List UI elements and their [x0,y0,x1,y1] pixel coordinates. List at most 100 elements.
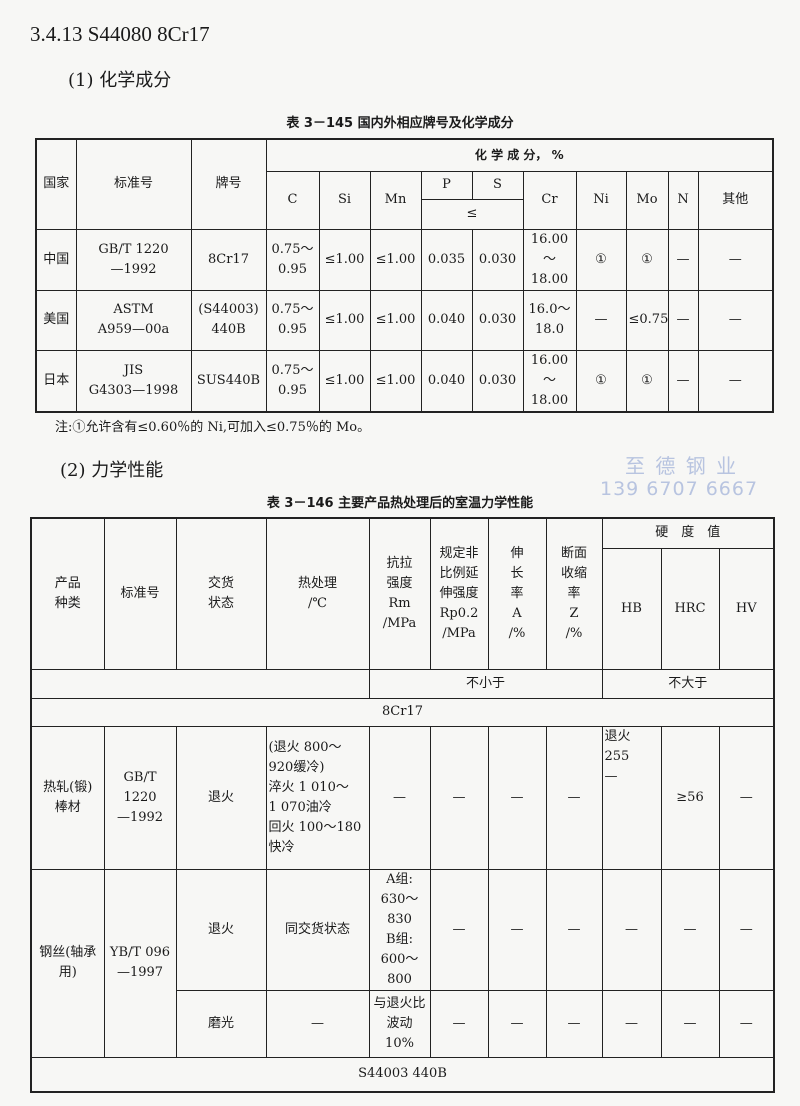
header-standard: 标准号 [75,138,192,230]
header-max: 不大于 [601,668,775,699]
table-cell: — [429,725,489,870]
table-cell: (S44003) 440B [190,289,267,351]
header-hardness: 硬 度 值 [601,517,775,549]
table-cell: ① [575,228,627,291]
header-mo: Mo [625,170,669,230]
table-cell: — [718,868,775,991]
table-cell: 退火 [175,725,267,870]
table-cell: YB/T 096 —1997 [103,868,177,1058]
table-cell: — [545,868,603,991]
table-row: 中国 GB/T 1220 —1992 8Cr17 0.75～ 0.95 ≤1.00 ≤1.… [35,228,774,291]
table-cell: 0.040 [420,289,473,351]
header-rm: 抗拉 强度 Rm /MPa [368,517,431,670]
table2-caption: 表 3－146 主要产品热处理后的室温力学性能 [266,496,534,511]
table-cell: — [265,989,370,1058]
table-cell: A组: 630～830 B组: 600～800 [368,868,431,991]
table-cell: 0.030 [471,228,524,291]
table-cell: — [545,725,603,870]
table-cell: — [429,989,489,1058]
header-product: 产品 种类 [30,517,105,670]
table-cell: — [718,989,775,1058]
table-cell: ≤1.00 [318,289,371,351]
header-heat: 热处理 /℃ [265,517,370,670]
table-cell: ASTM A959—00a [75,289,192,351]
table-cell: — [487,868,547,991]
table-cell: 0.030 [471,349,524,412]
header-cr: Cr [522,170,577,230]
mechanical-properties-table: 产品 种类 标准号 交货 状态 热处理 /℃ 抗拉 强度 Rm /MPa 规定非… [30,517,776,1093]
table-cell: 退火 255 — [601,725,662,870]
table-cell: 磨光 [175,989,267,1058]
table-cell: ≤1.00 [318,228,371,291]
table-cell: (退火 800～ 920缓冷) 淬火 1 010～ 1 070油冷 回火 100… [265,725,370,870]
watermark-phone: 139 6707 6667 [600,478,759,500]
table-cell: 16.00～ 18.00 [522,349,577,412]
table-cell: 与退火比 波动 10% [368,989,431,1058]
table-cell: 同交货状态 [265,868,370,991]
header-a: 伸 长 率 A /% [487,517,547,670]
table-cell: — [601,989,662,1058]
table-cell: ≤1.00 [318,349,371,412]
header-chem: 化 学 成 分， % [265,138,774,172]
table-cell: 0.035 [420,228,473,291]
table-cell: JIS G4303—1998 [75,349,192,412]
chemical-composition-table: 国家 标准号 牌号 化 学 成 分， % C Si Mn P S Cr Ni M… [35,138,775,413]
subsection-chemical: (1) 化学成分 [68,70,172,91]
header-hrc: HRC [660,547,720,670]
table-row: 日本 JIS G4303—1998 SUS440B 0.75～ 0.95 ≤1.00 ≤1… [35,349,774,412]
table-cell: — [429,868,489,991]
table-cell: — [487,725,547,870]
table-cell: 0.040 [420,349,473,412]
table-cell: 0.75～ 0.95 [265,228,320,291]
table-cell: — [667,349,699,412]
table-cell: — [697,228,774,291]
table-row: 钢丝(轴承 用) YB/T 096 —1997 退火 同交货状态 A组: 630～830… [30,868,775,1058]
table-cell: — [487,989,547,1058]
table-cell: 日本 [35,349,77,412]
table-row: 美国 ASTM A959—00a (S44003) 440B 0.75～ 0.95 ≤1… [35,289,774,351]
subsection-mechanical: (2) 力学性能 [60,460,164,481]
table1-caption: 表 3－145 国内外相应牌号及化学成分 [286,116,514,131]
table-cell: 退火 [175,868,267,991]
table-cell: — [368,725,431,870]
header-standard: 标准号 [103,517,177,670]
table-cell: — [718,725,775,870]
header-grade: 牌号 [190,138,267,230]
table-cell: 热轧(锻) 棒材 [30,725,105,870]
table-cell: 0.75～ 0.95 [265,289,320,351]
table-row: 热轧(锻) 棒材 GB/T 1220 —1992 退火 (退火 800～ 920缓冷)… [30,725,775,870]
header-z: 断面 收缩 率 Z /% [545,517,603,670]
table-cell: 中国 [35,228,77,291]
group-s44003: S44003 440B [30,1056,775,1093]
table-row: 磨光 — 与退火比 波动 10% — — — — — — [31,989,775,1058]
table-cell: SUS440B [190,349,267,412]
header-other: 其他 [697,170,774,230]
table-cell: ① [625,228,669,291]
table-cell: 8Cr17 [190,228,267,291]
table-cell: — [697,349,774,412]
header-rp: 规定非 比例延 伸强度 Rp0.2 /MPa [429,517,489,670]
table-cell: ≤1.00 [369,289,422,351]
header-mn: Mn [369,170,422,230]
table-cell: GB/T 1220 —1992 [75,228,192,291]
table-cell: 美国 [35,289,77,351]
table-cell: ≤1.00 [369,228,422,291]
table-cell: ≤1.00 [369,349,422,412]
header-n: N [667,170,699,230]
table-cell: — [697,289,774,351]
table-cell: ① [575,349,627,412]
header-min: 不小于 [368,668,603,699]
table-cell: — [601,868,662,991]
table-cell: 钢丝(轴承 用) [30,868,105,1058]
table-cell: 16.0～ 18.0 [522,289,577,351]
header-le: ≤ [420,198,524,230]
header-hb: HB [601,547,662,670]
table1-note: 注:①允许含有≤0.60％的 Ni,可加入≤0.75％的 Mo。 [55,420,371,435]
table-cell: — [660,868,720,991]
table-cell: 0.030 [471,289,524,351]
table-cell: — [575,289,627,351]
table-cell: — [545,989,603,1058]
header-country: 国家 [35,138,77,230]
table-cell: GB/T 1220 —1992 [103,725,177,870]
header-hv: HV [718,547,775,670]
